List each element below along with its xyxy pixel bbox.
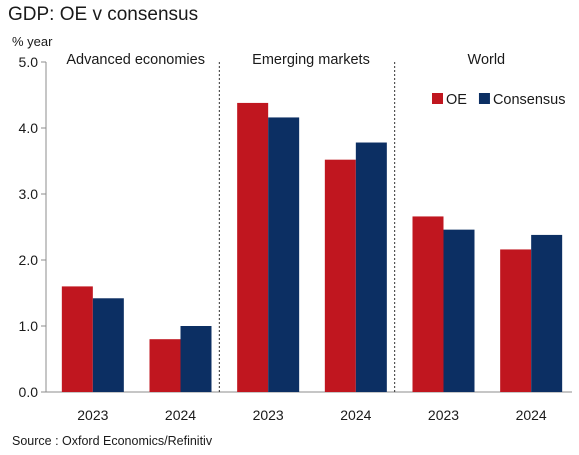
y-tick-label: 1.0 bbox=[19, 318, 39, 334]
bar-consensus bbox=[180, 326, 212, 392]
bar-consensus bbox=[92, 298, 124, 392]
bar-oe bbox=[412, 216, 444, 392]
bar-chart: 0.01.02.03.04.05.0 2023 2024 2023 2024 2023 2… bbox=[19, 52, 572, 423]
x-tick-label: 2023 bbox=[428, 407, 459, 423]
x-tick-label: 2024 bbox=[165, 407, 196, 423]
bar-consensus bbox=[355, 142, 387, 392]
legend-label: Consensus bbox=[493, 92, 566, 108]
bar-consensus bbox=[268, 117, 300, 392]
group-dividers bbox=[218, 62, 396, 392]
group-label: Advanced economies bbox=[66, 52, 205, 68]
bar-consensus bbox=[531, 234, 563, 392]
legend: OE Consensus bbox=[432, 92, 566, 108]
x-tick-label: 2023 bbox=[253, 407, 284, 423]
x-tick-label: 2024 bbox=[516, 407, 547, 423]
legend-label: OE bbox=[446, 92, 467, 108]
group-label: Emerging markets bbox=[252, 52, 370, 68]
y-tick-label: 5.0 bbox=[19, 54, 39, 70]
bar-consensus bbox=[443, 229, 475, 392]
x-tick-labels: 2023 2024 2023 2024 2023 2024 bbox=[77, 407, 547, 423]
x-tick-label: 2024 bbox=[340, 407, 371, 423]
y-axis-unit-label: % year bbox=[12, 34, 53, 49]
source-note: Source : Oxford Economics/Refinitiv bbox=[12, 434, 213, 448]
x-tick-label: 2023 bbox=[77, 407, 108, 423]
bar-oe bbox=[61, 286, 93, 392]
group-label: World bbox=[468, 52, 506, 68]
chart-title: GDP: OE v consensus bbox=[8, 4, 199, 25]
y-tick-label: 4.0 bbox=[19, 120, 39, 136]
group-labels: Advanced economies Emerging markets World bbox=[66, 52, 505, 68]
bar-oe bbox=[237, 102, 269, 393]
bar-oe bbox=[149, 339, 181, 392]
y-tick-label: 2.0 bbox=[19, 252, 39, 268]
bar-oe bbox=[324, 159, 356, 392]
y-axis: 0.0 1.0 2.0 3.0 4.0 5.0 bbox=[19, 54, 572, 400]
bars bbox=[61, 102, 563, 393]
legend-swatch bbox=[478, 93, 490, 104]
y-tick-label: 0.0 bbox=[19, 384, 39, 400]
bar-oe bbox=[500, 249, 532, 392]
y-tick-label: 3.0 bbox=[19, 186, 39, 202]
legend-swatch bbox=[432, 93, 443, 104]
